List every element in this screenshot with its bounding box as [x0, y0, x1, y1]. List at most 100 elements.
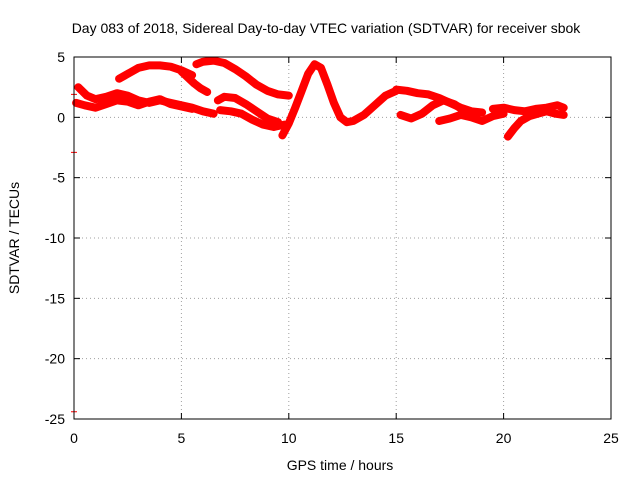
data-point — [103, 93, 110, 100]
data-point — [511, 107, 518, 114]
series-track-4 — [177, 67, 212, 96]
y-tick-label: -25 — [45, 411, 65, 427]
data-point — [260, 121, 267, 128]
data-point — [526, 113, 533, 120]
data-point — [489, 113, 496, 120]
series-track-5 — [192, 56, 293, 100]
data-point — [92, 96, 99, 103]
series-track-10 — [396, 96, 469, 123]
series-track-13 — [503, 107, 568, 141]
data-point — [534, 110, 541, 117]
data-point — [298, 87, 305, 94]
data-point — [429, 102, 436, 109]
data-point — [337, 114, 344, 121]
data-point — [446, 115, 453, 122]
data-point — [511, 125, 518, 132]
data-point — [167, 63, 174, 70]
data-point — [156, 96, 163, 103]
data-point — [264, 87, 271, 94]
data-point — [285, 120, 292, 127]
y-tick-label: -5 — [53, 170, 66, 186]
data-point — [414, 90, 421, 97]
data-point — [305, 70, 312, 77]
data-point — [397, 111, 404, 118]
data-point — [116, 75, 123, 82]
data-point — [146, 62, 153, 69]
data-point — [554, 102, 561, 109]
data-point — [210, 57, 217, 64]
series-track-8 — [278, 60, 401, 140]
data-point — [560, 104, 567, 111]
data-point — [217, 107, 224, 114]
data-point — [311, 61, 318, 68]
x-tick-label: 15 — [388, 430, 404, 446]
data-point — [156, 62, 163, 69]
data-point — [522, 108, 529, 115]
data-point — [504, 133, 511, 140]
data-point — [75, 84, 82, 91]
data-point — [221, 60, 228, 67]
data-point — [135, 102, 142, 109]
data-point — [468, 114, 475, 121]
data-point — [238, 110, 245, 117]
data-point — [210, 110, 217, 117]
data-point — [440, 97, 447, 104]
series-trace — [192, 56, 293, 100]
data-point — [232, 66, 239, 73]
data-point — [253, 81, 260, 88]
data-point — [103, 101, 110, 108]
data-point — [479, 109, 486, 116]
data-point — [418, 110, 425, 117]
data-point — [408, 115, 415, 122]
data-point — [221, 93, 228, 100]
data-point — [242, 101, 249, 108]
data-point — [193, 61, 200, 68]
series-track-7 — [216, 106, 289, 131]
data-point — [403, 87, 410, 94]
y-tick-label: 5 — [57, 49, 65, 65]
data-point — [242, 73, 249, 80]
data-point — [318, 64, 325, 71]
data-point — [178, 68, 185, 75]
data-point — [500, 104, 507, 111]
y-tick-label: -20 — [45, 351, 65, 367]
data-point — [167, 101, 174, 108]
data-series — [71, 56, 568, 415]
chart-title: Day 083 of 2018, Sidereal Day-to-day VTE… — [72, 20, 582, 36]
y-tick-label: -15 — [45, 290, 65, 306]
data-point — [425, 91, 432, 98]
data-point — [253, 108, 260, 115]
data-point — [330, 99, 337, 106]
x-tick-label: 10 — [281, 430, 297, 446]
data-point — [81, 102, 88, 109]
x-tick-label: 20 — [496, 430, 512, 446]
x-tick-label: 5 — [178, 430, 186, 446]
data-point — [83, 92, 90, 99]
data-point — [178, 103, 185, 110]
data-point — [135, 64, 142, 71]
series-trace — [278, 60, 401, 140]
data-point — [113, 90, 120, 97]
data-point — [451, 101, 458, 108]
data-point — [292, 104, 299, 111]
data-point — [275, 91, 282, 98]
data-point — [489, 105, 496, 112]
data-point — [382, 92, 389, 99]
data-point — [552, 110, 559, 117]
data-point — [517, 117, 524, 124]
data-point — [285, 92, 292, 99]
data-point — [360, 111, 367, 118]
data-point — [92, 104, 99, 111]
plot-frame — [73, 56, 612, 420]
data-point — [457, 111, 464, 118]
data-point — [227, 108, 234, 115]
data-point — [199, 108, 206, 115]
x-tick-label: 0 — [70, 430, 78, 446]
data-point — [204, 88, 211, 95]
data-point — [270, 123, 277, 130]
data-point — [324, 81, 331, 88]
data-point — [560, 111, 567, 118]
data-point — [279, 132, 286, 139]
